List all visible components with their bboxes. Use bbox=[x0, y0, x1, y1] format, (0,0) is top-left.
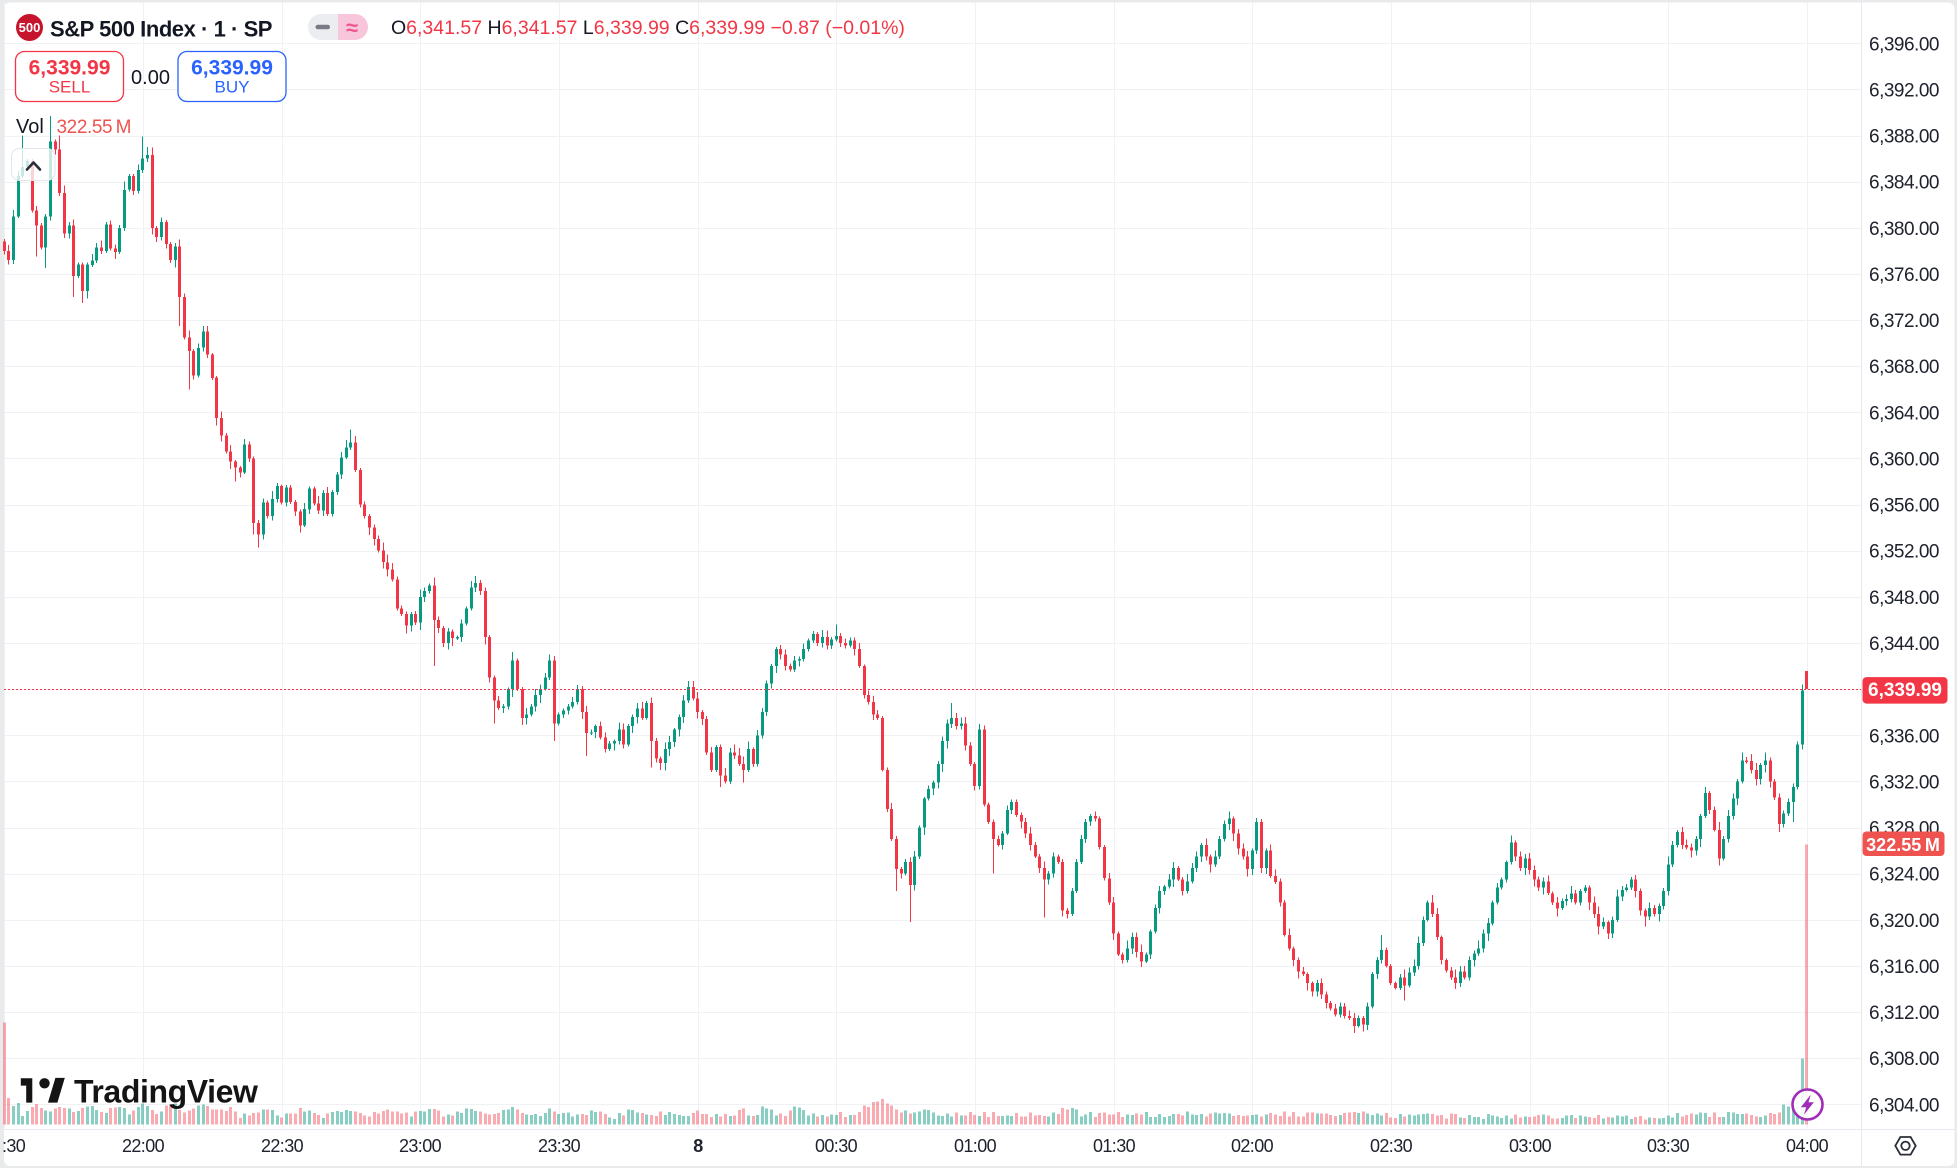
svg-text:6,372.00: 6,372.00 bbox=[1869, 311, 1939, 332]
svg-text:22:00: 22:00 bbox=[122, 1136, 165, 1156]
svg-text:6,368.00: 6,368.00 bbox=[1869, 357, 1939, 378]
svg-text:01:30: 01:30 bbox=[1093, 1136, 1136, 1156]
svg-text:6,324.00: 6,324.00 bbox=[1869, 865, 1939, 886]
svg-text:6,344.00: 6,344.00 bbox=[1869, 634, 1939, 655]
svg-text:6,336.00: 6,336.00 bbox=[1869, 726, 1939, 747]
svg-text:6,376.00: 6,376.00 bbox=[1869, 265, 1939, 286]
svg-text:03:30: 03:30 bbox=[1647, 1136, 1690, 1156]
svg-text:6,388.00: 6,388.00 bbox=[1869, 127, 1939, 148]
svg-text:O6,341.57 H6,341.57 L6,339.99: O6,341.57 H6,341.57 L6,339.99 C6,339.99 … bbox=[391, 17, 905, 39]
svg-text:6,364.00: 6,364.00 bbox=[1869, 403, 1939, 424]
svg-text:03:00: 03:00 bbox=[1509, 1136, 1552, 1156]
svg-text:6,312.00: 6,312.00 bbox=[1869, 1003, 1939, 1024]
svg-text:≈: ≈ bbox=[346, 15, 358, 40]
svg-text:6,356.00: 6,356.00 bbox=[1869, 496, 1939, 517]
svg-text:8: 8 bbox=[693, 1136, 703, 1156]
svg-text:02:30: 02:30 bbox=[1370, 1136, 1413, 1156]
svg-text:22:30: 22:30 bbox=[261, 1136, 304, 1156]
svg-text:322.55 M: 322.55 M bbox=[1866, 835, 1940, 855]
svg-text:6,316.00: 6,316.00 bbox=[1869, 957, 1939, 978]
svg-text:BUY: BUY bbox=[215, 78, 250, 97]
svg-text::30: :30 bbox=[2, 1136, 26, 1156]
svg-text:6,339.99: 6,339.99 bbox=[1868, 680, 1942, 701]
svg-text:02:00: 02:00 bbox=[1231, 1136, 1274, 1156]
svg-text:322.55 M: 322.55 M bbox=[57, 117, 132, 138]
svg-text:00:30: 00:30 bbox=[815, 1136, 858, 1156]
svg-text:SELL: SELL bbox=[49, 78, 91, 97]
svg-text:6,308.00: 6,308.00 bbox=[1869, 1049, 1939, 1070]
svg-text:S&P 500 Index · 1 · SP: S&P 500 Index · 1 · SP bbox=[50, 17, 272, 42]
svg-text:6,352.00: 6,352.00 bbox=[1869, 542, 1939, 563]
svg-text:Vol: Vol bbox=[16, 116, 44, 138]
svg-text:23:30: 23:30 bbox=[538, 1136, 581, 1156]
svg-text:6,360.00: 6,360.00 bbox=[1869, 450, 1939, 471]
svg-text:TradingView: TradingView bbox=[74, 1074, 258, 1110]
svg-text:04:00: 04:00 bbox=[1786, 1136, 1829, 1156]
svg-text:23:00: 23:00 bbox=[399, 1136, 442, 1156]
svg-text:6,339.99: 6,339.99 bbox=[29, 57, 111, 80]
svg-text:01:00: 01:00 bbox=[954, 1136, 997, 1156]
svg-text:6,396.00: 6,396.00 bbox=[1869, 34, 1939, 55]
svg-text:0.00: 0.00 bbox=[131, 67, 170, 89]
svg-text:6,380.00: 6,380.00 bbox=[1869, 219, 1939, 240]
svg-text:6,384.00: 6,384.00 bbox=[1869, 173, 1939, 194]
svg-text:500: 500 bbox=[19, 20, 41, 35]
svg-text:6,339.99: 6,339.99 bbox=[191, 57, 273, 80]
svg-text:6,304.00: 6,304.00 bbox=[1869, 1095, 1939, 1116]
svg-text:6,392.00: 6,392.00 bbox=[1869, 80, 1939, 101]
svg-text:6,348.00: 6,348.00 bbox=[1869, 588, 1939, 609]
svg-text:6,332.00: 6,332.00 bbox=[1869, 772, 1939, 793]
svg-text:6,320.00: 6,320.00 bbox=[1869, 911, 1939, 932]
